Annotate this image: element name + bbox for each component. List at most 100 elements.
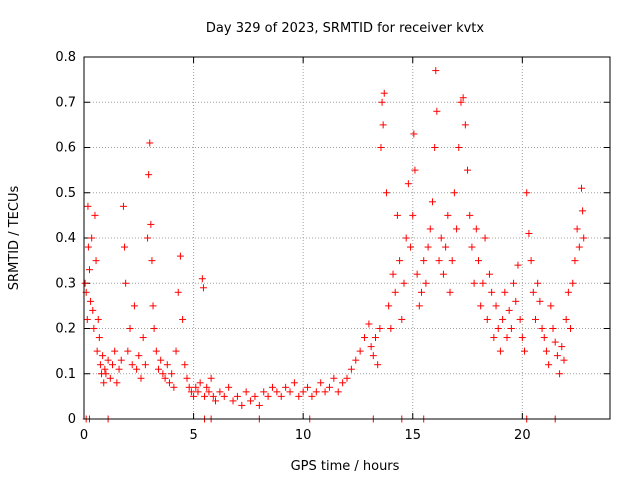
data-point xyxy=(165,379,173,387)
data-point xyxy=(488,288,496,296)
data-point xyxy=(466,211,474,219)
data-point xyxy=(282,383,290,391)
data-point xyxy=(145,171,153,179)
data-point xyxy=(229,397,237,405)
data-point xyxy=(385,302,393,310)
data-point xyxy=(352,356,360,364)
data-point xyxy=(192,383,200,391)
data-point xyxy=(512,297,520,305)
data-point xyxy=(179,315,187,323)
data-point xyxy=(560,356,568,364)
data-point xyxy=(334,388,342,396)
data-point xyxy=(531,315,539,323)
data-point xyxy=(174,288,182,296)
data-point xyxy=(525,229,533,237)
data-point xyxy=(137,374,145,382)
data-point xyxy=(255,401,263,409)
data-point xyxy=(101,365,109,373)
data-point xyxy=(431,144,439,151)
data-point xyxy=(472,225,480,233)
data-point xyxy=(81,279,89,287)
data-point xyxy=(433,107,441,115)
data-point xyxy=(518,334,526,342)
data-point xyxy=(264,392,272,400)
data-point xyxy=(157,356,165,364)
data-point xyxy=(124,347,132,355)
data-point xyxy=(199,284,207,292)
data-point xyxy=(225,383,233,391)
data-point xyxy=(85,266,93,274)
data-point xyxy=(507,325,515,332)
data-point xyxy=(439,270,447,278)
data-point xyxy=(422,279,430,287)
data-point xyxy=(148,257,156,265)
data-point xyxy=(547,302,555,310)
data-point xyxy=(444,211,452,219)
data-point xyxy=(437,234,445,242)
data-point xyxy=(155,365,163,373)
data-point xyxy=(220,392,228,400)
data-point xyxy=(139,334,147,342)
data-point xyxy=(198,275,206,283)
data-point xyxy=(117,356,125,364)
data-point xyxy=(161,374,169,382)
data-point xyxy=(457,98,465,106)
data-point xyxy=(295,392,303,400)
data-point xyxy=(90,325,98,332)
data-point xyxy=(564,288,572,296)
data-point xyxy=(170,383,178,391)
data-point xyxy=(347,365,355,373)
data-point xyxy=(485,270,493,278)
data-point xyxy=(247,397,255,405)
data-point xyxy=(176,252,184,260)
data-point xyxy=(483,315,491,323)
data-point xyxy=(382,189,390,197)
data-point xyxy=(578,184,586,192)
data-point xyxy=(147,220,155,228)
data-point xyxy=(146,139,154,147)
data-point xyxy=(393,211,401,219)
x-tick-label: 10 xyxy=(295,428,312,443)
data-point xyxy=(396,257,404,265)
data-point xyxy=(94,315,102,323)
data-point xyxy=(499,315,507,323)
data-point xyxy=(135,352,143,360)
data-point xyxy=(428,198,436,206)
data-point xyxy=(242,388,250,396)
data-point xyxy=(415,302,423,310)
data-point xyxy=(84,202,92,210)
data-point xyxy=(475,257,482,265)
data-point xyxy=(273,388,281,396)
data-point xyxy=(216,388,224,396)
data-point xyxy=(538,325,546,332)
data-point xyxy=(391,288,399,296)
data-point xyxy=(102,370,110,378)
data-point xyxy=(96,361,104,369)
data-point xyxy=(168,370,176,378)
data-point xyxy=(194,388,202,396)
data-point xyxy=(529,288,537,296)
data-point xyxy=(371,334,379,342)
y-tick-label: 0.6 xyxy=(55,141,76,156)
data-point xyxy=(89,306,97,314)
data-point xyxy=(464,166,472,174)
data-point xyxy=(420,257,428,265)
data-point xyxy=(330,374,338,382)
data-point xyxy=(573,225,581,233)
data-point xyxy=(144,234,152,242)
data-point xyxy=(325,383,333,391)
data-point xyxy=(402,234,410,242)
data-point xyxy=(106,374,114,382)
data-point xyxy=(413,270,421,278)
data-point xyxy=(378,98,386,106)
data-point xyxy=(339,379,347,387)
grid-lines xyxy=(84,57,610,419)
data-point xyxy=(369,352,377,360)
tick-labels: 0 5 10 15 20 0 0.1 0.2 0.3 0.4 0.5 0.6 0.7 0.8 xyxy=(55,50,530,443)
data-point xyxy=(516,315,524,323)
data-point xyxy=(299,388,307,396)
data-point xyxy=(152,347,160,355)
data-point xyxy=(100,379,108,387)
data-point xyxy=(91,211,99,219)
data-point xyxy=(159,370,167,378)
